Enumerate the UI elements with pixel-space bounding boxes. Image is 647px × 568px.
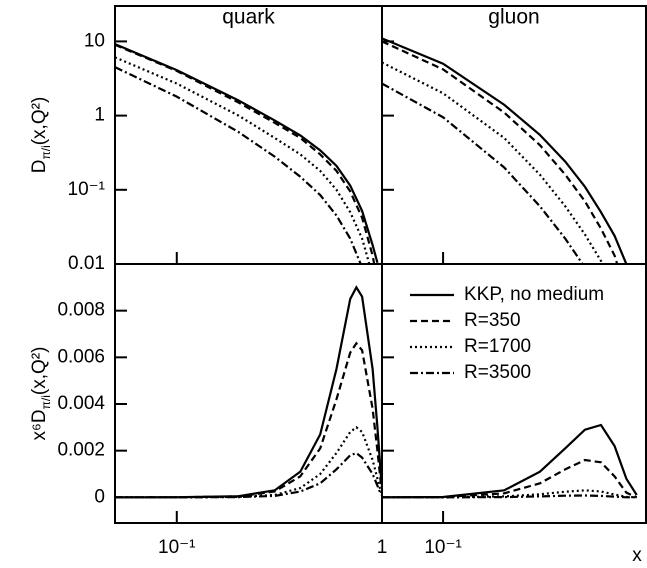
legend-label: R=350 xyxy=(464,310,521,331)
series-line xyxy=(382,423,638,499)
x-tick-label: 10⁻¹ xyxy=(158,537,196,558)
x-tick-label: 1 xyxy=(377,537,388,558)
y-tick-label: 10⁻¹ xyxy=(68,179,106,200)
panel-frame xyxy=(381,263,647,524)
y-axis-label: x⁶Dπ/i(x,Q²) xyxy=(29,347,53,441)
series-line xyxy=(115,66,362,264)
series-line xyxy=(115,43,376,264)
series-line xyxy=(382,40,619,264)
y-axis-label-part: x⁶D xyxy=(29,409,50,440)
legend-label: KKP, no medium xyxy=(464,284,604,305)
series-line xyxy=(115,285,382,499)
legend-label: R=3500 xyxy=(464,362,531,383)
series-line xyxy=(382,61,604,264)
series-line xyxy=(115,341,382,499)
series-line xyxy=(382,458,638,499)
series-line xyxy=(382,494,637,499)
series-line xyxy=(382,37,628,264)
y-tick-label: 0 xyxy=(94,486,105,507)
x-tick-label: 10⁻¹ xyxy=(424,537,462,558)
y-tick-label: 0.004 xyxy=(57,393,105,414)
x-axis-label: x xyxy=(632,545,642,566)
panel-frame xyxy=(114,5,383,265)
series-line xyxy=(115,451,382,499)
y-tick-label: 0.002 xyxy=(57,440,105,461)
series-line xyxy=(115,425,382,499)
series-line xyxy=(115,43,379,264)
y-tick-label: 0.01 xyxy=(68,253,105,274)
y-tick-label: 10 xyxy=(84,30,105,51)
y-tick-label: 0.006 xyxy=(57,346,105,367)
y-tick-label: 1 xyxy=(94,105,105,126)
y-axis-label-part: (x,Q²) xyxy=(29,347,50,396)
series-line xyxy=(115,56,371,264)
y-axis-label-part: D xyxy=(29,160,50,174)
y-axis-label-part: π/i xyxy=(39,145,53,159)
legend-label: R=1700 xyxy=(464,336,531,357)
panel-title: gluon xyxy=(488,6,539,29)
panel-frame xyxy=(114,263,383,524)
panel-title: quark xyxy=(222,6,275,29)
panel-frame xyxy=(381,5,647,265)
series-line xyxy=(382,82,584,264)
y-axis-label-part: π/i xyxy=(39,395,53,409)
y-axis-label-part: (x,Q²) xyxy=(29,97,50,146)
y-axis-label: Dπ/i(x,Q²) xyxy=(29,97,53,174)
y-tick-label: 0.008 xyxy=(57,300,105,321)
